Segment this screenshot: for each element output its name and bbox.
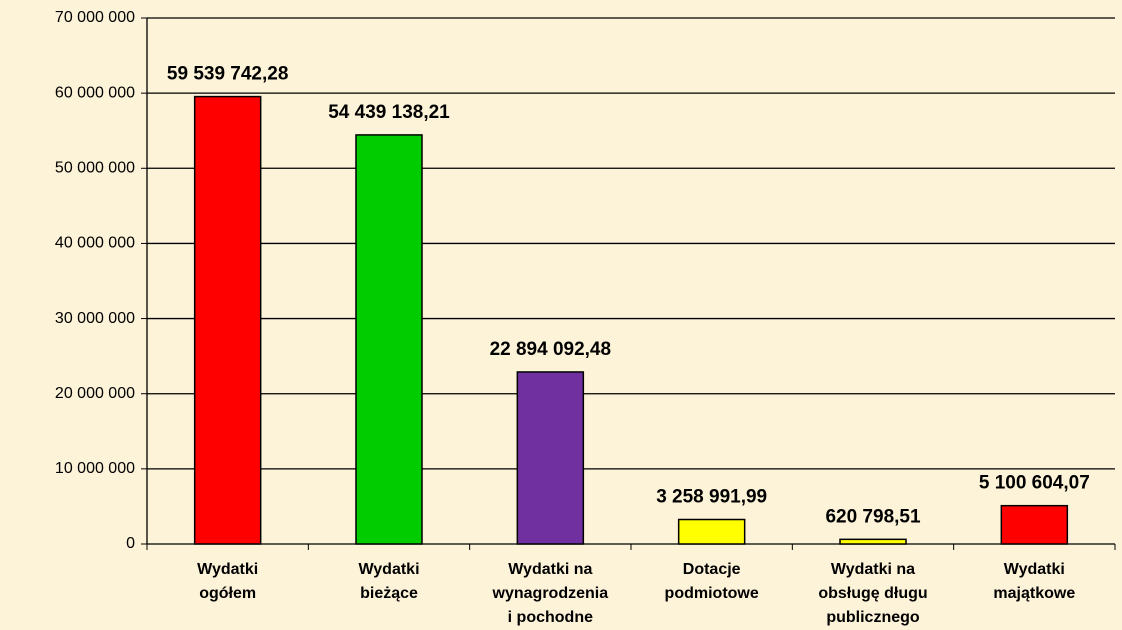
x-tick-label: Wydatki na [831,561,915,578]
x-tick-label: podmiotowe [665,585,759,602]
x-tick-label: i pochodne [508,609,593,626]
x-tick-label: wynagrodzenia [492,585,609,602]
y-tick-label: 20 000 000 [55,385,135,402]
bar [677,518,746,545]
bar [516,371,585,545]
y-tick-label: 10 000 000 [55,460,135,477]
x-tick-label: Wydatki [1004,561,1065,578]
y-tick-label: 50 000 000 [55,160,135,177]
bar [355,134,423,545]
value-label: 59 539 742,28 [167,64,289,85]
x-tick-label: Wydatki [358,561,419,578]
bar [193,95,262,545]
x-tick-label: publicznego [826,609,920,626]
x-tick-label: Wydatki na [508,561,592,578]
x-tick-label: bieżące [360,585,418,602]
value-label: 5 100 604,07 [979,473,1090,494]
bar [839,538,907,545]
x-tick-label: Wydatki [197,561,258,578]
value-label: 22 894 092,48 [490,339,612,360]
y-tick-label: 70 000 000 [55,9,135,26]
x-tick-label: obsługę długu [818,585,927,602]
value-label: 3 258 991,99 [656,487,767,508]
bar [1000,504,1069,545]
y-tick-label: 0 [126,535,135,552]
x-tick-label: majątkowe [993,585,1075,602]
value-label: 620 798,51 [825,506,921,527]
y-tick-label: 30 000 000 [55,310,135,327]
y-tick-label: 40 000 000 [55,235,135,252]
x-tick-label: ogółem [199,585,256,602]
value-label: 54 439 138,21 [328,102,450,123]
y-tick-label: 60 000 000 [55,84,135,101]
x-tick-label: Dotacje [683,561,741,578]
